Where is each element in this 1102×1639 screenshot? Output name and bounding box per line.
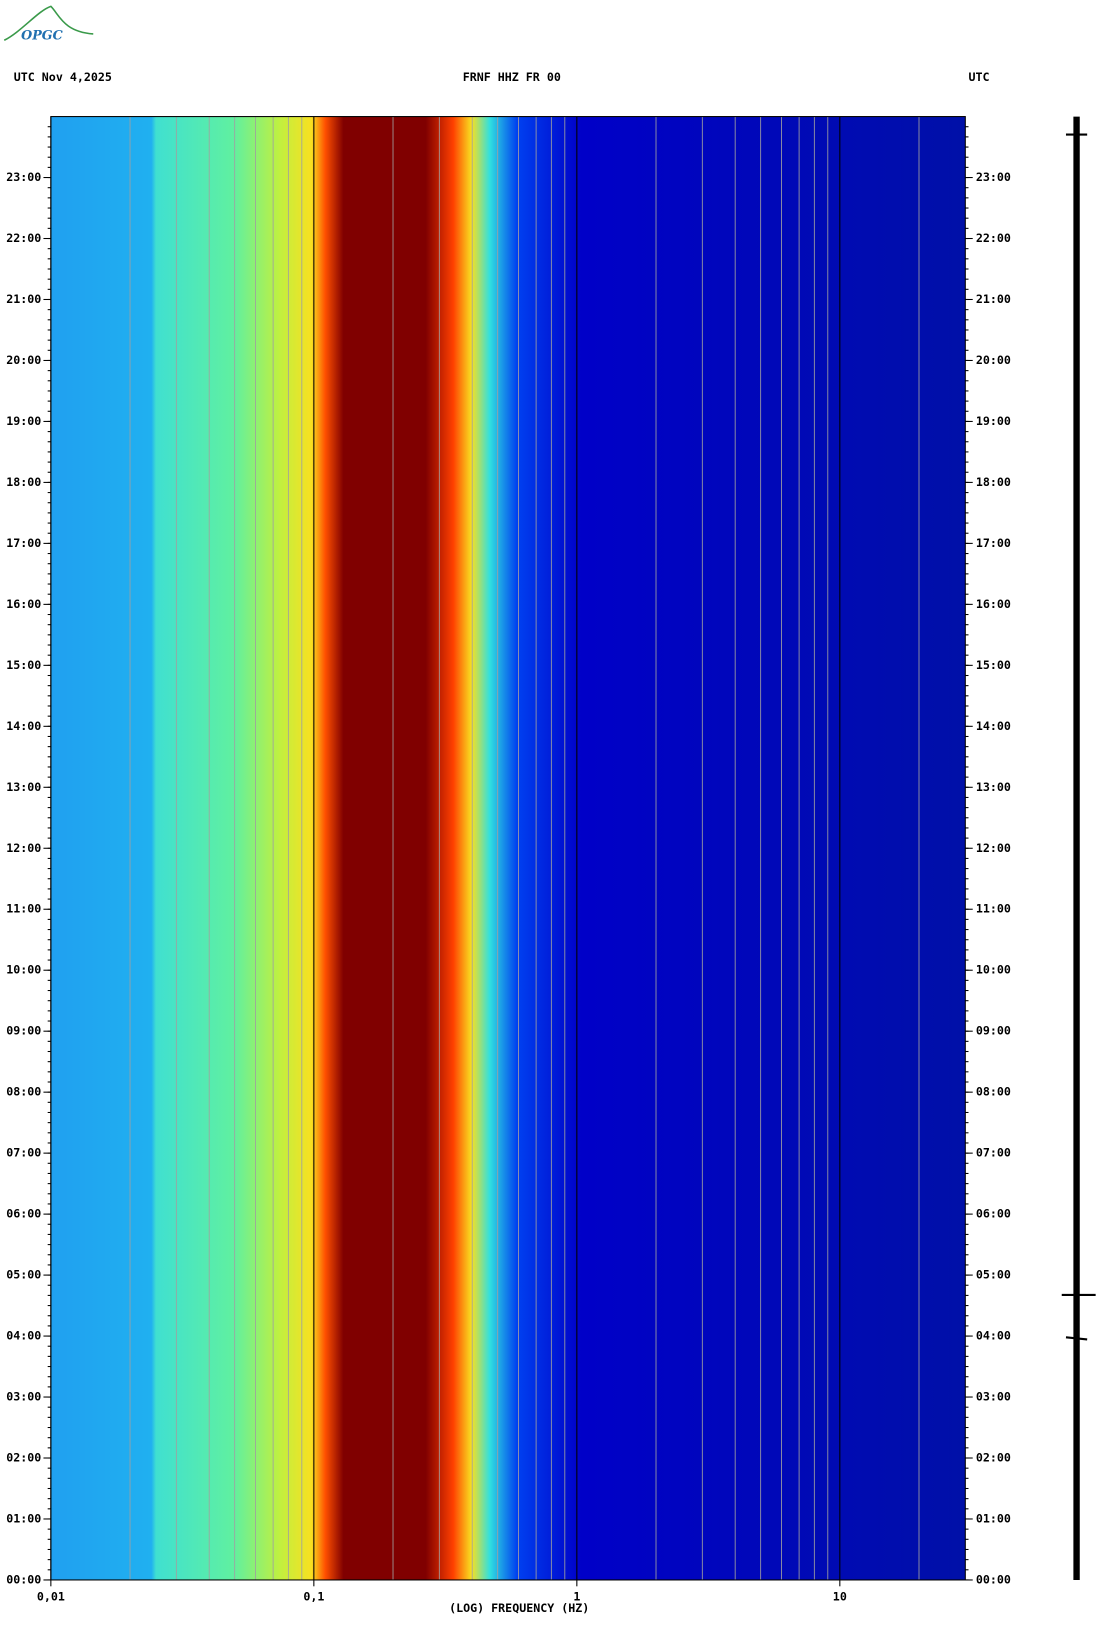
x-tick-label: 1 bbox=[573, 1589, 580, 1603]
y-tick-label: 12:00 bbox=[6, 841, 41, 855]
x-tick-label: 10 bbox=[833, 1589, 847, 1603]
x-axis-label: (LOG) FREQUENCY (HZ) bbox=[449, 1601, 589, 1615]
y-tick-label: 18:00 bbox=[6, 475, 41, 489]
y-tick-label-right: 21:00 bbox=[976, 292, 1011, 306]
y-tick-label: 07:00 bbox=[6, 1146, 41, 1160]
y-tick-label-right: 02:00 bbox=[976, 1451, 1011, 1465]
x-tick-label: 0,1 bbox=[303, 1589, 324, 1603]
y-tick-label: 13:00 bbox=[6, 780, 41, 794]
y-tick-label: 02:00 bbox=[6, 1451, 41, 1465]
y-tick-label: 04:00 bbox=[6, 1329, 41, 1343]
y-tick-label: 19:00 bbox=[6, 414, 41, 428]
y-tick-label-right: 04:00 bbox=[976, 1329, 1011, 1343]
y-tick-label: 00:00 bbox=[6, 1572, 41, 1586]
y-tick-label-right: 15:00 bbox=[976, 658, 1011, 672]
y-tick-label-right: 07:00 bbox=[976, 1146, 1011, 1160]
logo-curve bbox=[3, 5, 94, 41]
y-tick-label-right: 08:00 bbox=[976, 1085, 1011, 1099]
y-tick-label: 01:00 bbox=[6, 1511, 41, 1525]
y-tick-label-right: 10:00 bbox=[976, 963, 1011, 977]
x-tick-label: 0,01 bbox=[37, 1589, 65, 1603]
y-tick-label: 23:00 bbox=[6, 170, 41, 184]
y-tick-label: 11:00 bbox=[6, 902, 41, 916]
y-tick-label-right: 18:00 bbox=[976, 475, 1011, 489]
y-tick-label-right: 12:00 bbox=[976, 841, 1011, 855]
y-tick-label-right: 00:00 bbox=[976, 1572, 1011, 1586]
y-tick-label-right: 01:00 bbox=[976, 1511, 1011, 1525]
y-tick-label-right: 14:00 bbox=[976, 719, 1011, 733]
y-tick-label: 06:00 bbox=[6, 1207, 41, 1221]
chart-title: FRNF HHZ FR 00 bbox=[463, 70, 561, 84]
y-tick-label: 10:00 bbox=[6, 963, 41, 977]
y-tick-label: 08:00 bbox=[6, 1085, 41, 1099]
seismogram-events bbox=[1061, 133, 1096, 1341]
y-tick-label: 09:00 bbox=[6, 1024, 41, 1038]
y-tick-label: 21:00 bbox=[6, 292, 41, 306]
y-tick-label-right: 20:00 bbox=[976, 353, 1011, 367]
y-tick-label: 17:00 bbox=[6, 536, 41, 550]
y-tick-label: 15:00 bbox=[6, 658, 41, 672]
y-tick-label-right: 06:00 bbox=[976, 1207, 1011, 1221]
spectrogram bbox=[50, 116, 966, 1580]
y-tick-label-right: 05:00 bbox=[976, 1268, 1011, 1282]
y-tick-label: 16:00 bbox=[6, 597, 41, 611]
logo: OPGC bbox=[21, 28, 63, 43]
y-tick-label-right: 22:00 bbox=[976, 231, 1011, 245]
y-tick-label-right: 19:00 bbox=[976, 414, 1011, 428]
y-tick-label-right: 17:00 bbox=[976, 536, 1011, 550]
y-tick-label-right: 11:00 bbox=[976, 902, 1011, 916]
y-tick-label: 20:00 bbox=[6, 353, 41, 367]
date-label: UTC Nov 4,2025 bbox=[14, 70, 112, 84]
right-label: UTC bbox=[968, 70, 989, 84]
y-tick-label: 03:00 bbox=[6, 1390, 41, 1404]
y-tick-label-right: 23:00 bbox=[976, 170, 1011, 184]
y-tick-label: 22:00 bbox=[6, 231, 41, 245]
y-tick-label-right: 16:00 bbox=[976, 597, 1011, 611]
y-tick-label-right: 09:00 bbox=[976, 1024, 1011, 1038]
y-tick-label-right: 03:00 bbox=[976, 1390, 1011, 1404]
y-tick-label-right: 13:00 bbox=[976, 780, 1011, 794]
grid bbox=[50, 116, 920, 1580]
y-tick-label: 14:00 bbox=[6, 719, 41, 733]
y-tick-label: 05:00 bbox=[6, 1268, 41, 1282]
